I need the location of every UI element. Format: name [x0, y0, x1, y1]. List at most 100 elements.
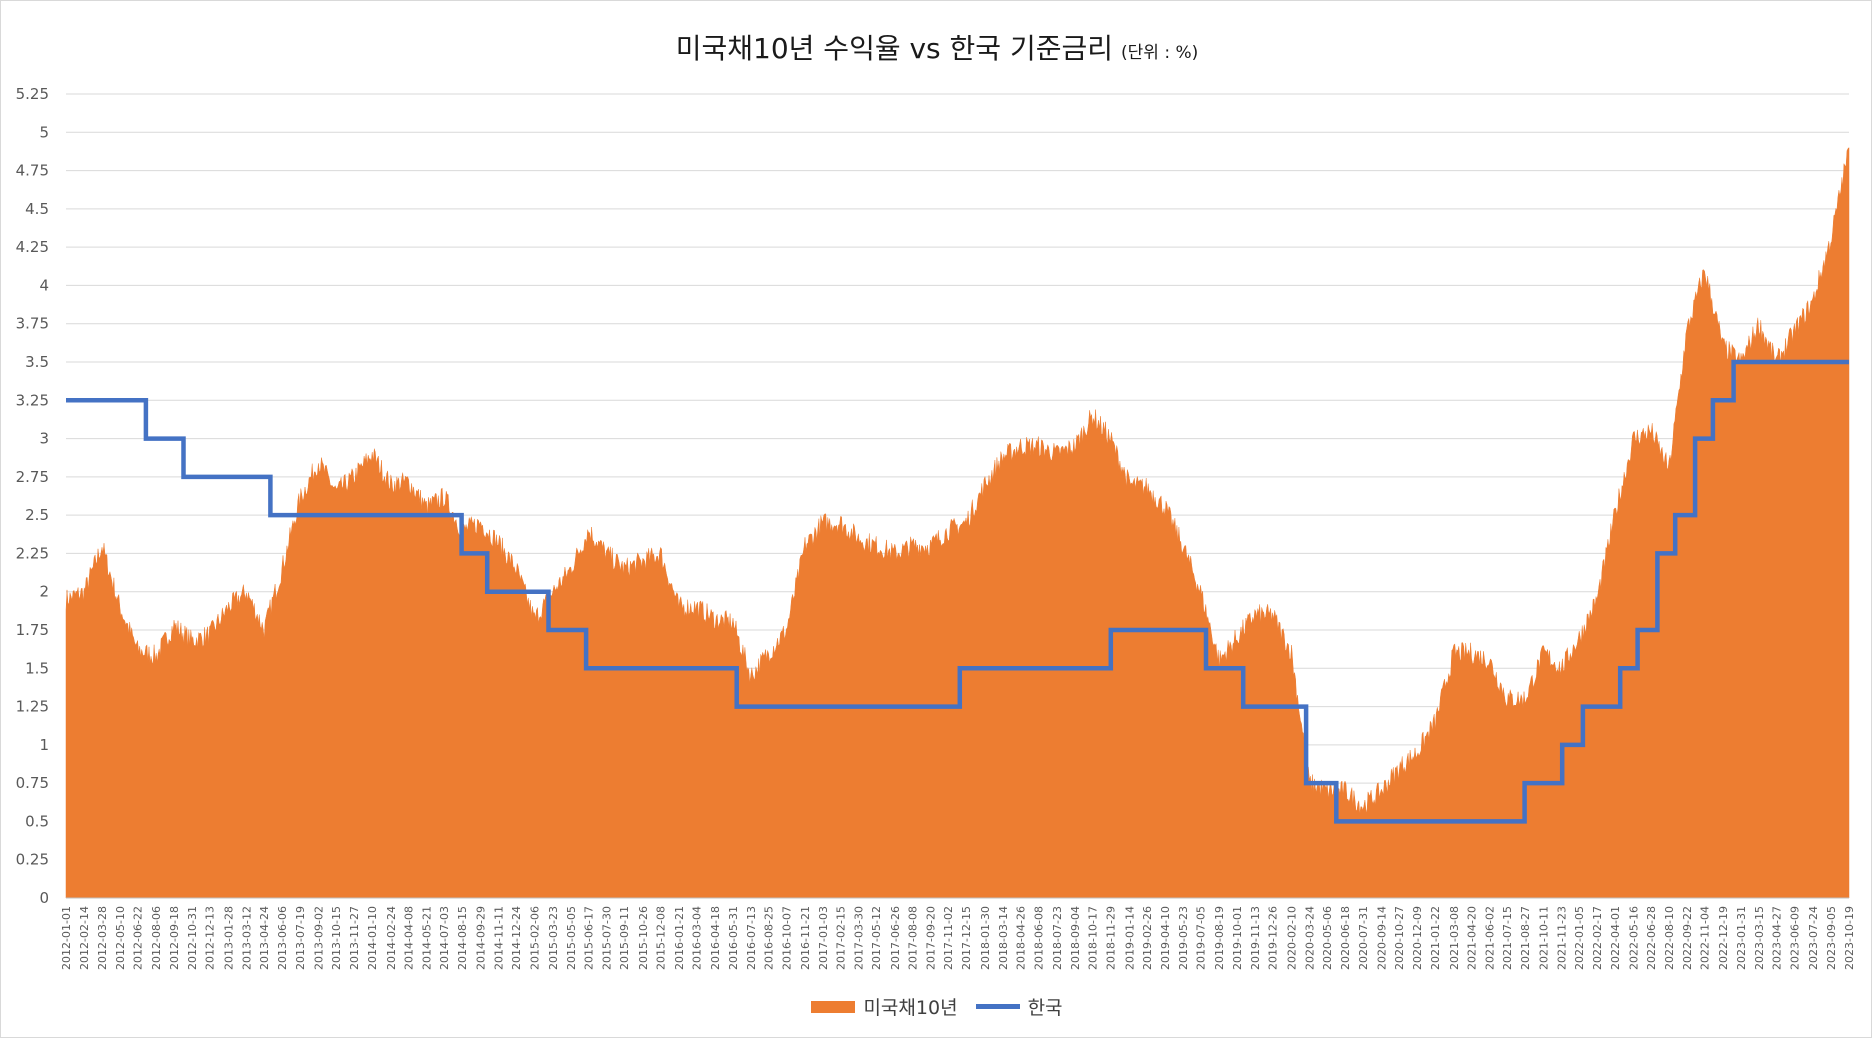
x-tick-label: 2015-12-08 [655, 906, 668, 970]
x-tick-label: 2022-12-19 [1717, 906, 1730, 970]
x-tick-label: 2022-01-05 [1573, 906, 1586, 970]
x-tick-label: 2013-09-02 [312, 906, 325, 970]
y-tick-label: 2 [39, 583, 49, 601]
y-tick-label: 0.25 [16, 851, 49, 869]
x-tick-label: 2022-08-10 [1663, 906, 1676, 970]
x-tick-label: 2014-04-08 [403, 906, 416, 970]
y-tick-label: 2.25 [16, 544, 49, 562]
x-tick-label: 2023-03-15 [1753, 906, 1766, 970]
x-tick-label: 2015-05-05 [565, 906, 578, 970]
x-tick-label: 2018-03-14 [997, 906, 1010, 970]
x-tick-label: 2012-06-22 [132, 906, 145, 970]
x-tick-label: 2012-01-01 [60, 906, 73, 970]
x-tick-label: 2022-02-17 [1591, 906, 1604, 970]
chart-title: 미국채10년 수익율 vs 한국 기준금리 (단위 : %) [1, 27, 1872, 67]
y-tick-label: 4.5 [25, 200, 49, 218]
plot-area: 0 0.25 0.5 0.75 1 1.25 1.5 1.75 2 2.25 2.5 2.75 3 3.2… [16, 85, 1856, 970]
x-tick-label: 2019-05-23 [1177, 906, 1190, 970]
x-tick-label: 2013-11-27 [348, 906, 361, 970]
x-tick-label: 2020-03-24 [1303, 906, 1316, 970]
y-tick-label: 2.75 [16, 468, 49, 486]
x-tick-label: 2023-06-09 [1788, 906, 1801, 970]
x-axis-ticks: 2012-01-01 2012-02-14 2012-03-28 2012-05-10… [60, 906, 1856, 970]
x-tick-label: 2015-10-26 [637, 906, 650, 970]
x-tick-label: 2018-01-30 [979, 906, 992, 970]
x-tick-label: 2014-02-24 [385, 906, 398, 970]
x-tick-label: 2019-02-26 [1141, 906, 1154, 970]
x-tick-label: 2018-06-08 [1032, 906, 1045, 970]
y-tick-label: 2.5 [25, 506, 49, 524]
x-tick-label: 2013-10-15 [330, 906, 343, 970]
x-tick-label: 2017-01-03 [817, 906, 830, 970]
y-tick-label: 3.75 [16, 315, 49, 333]
y-tick-label: 3 [39, 430, 49, 448]
x-tick-label: 2019-10-01 [1231, 906, 1244, 970]
y-tick-label: 1.75 [16, 621, 49, 639]
x-tick-label: 2013-03-12 [240, 906, 253, 970]
x-tick-label: 2012-12-13 [204, 906, 217, 970]
x-tick-label: 2021-11-23 [1555, 906, 1568, 970]
y-tick-label: 3.25 [16, 391, 49, 409]
y-tick-label: 4.75 [16, 162, 49, 180]
x-tick-label: 2014-12-24 [510, 906, 523, 970]
us10y-area-series [65, 147, 1850, 899]
y-tick-label: 1.5 [25, 659, 49, 677]
x-tick-label: 2021-08-27 [1519, 906, 1532, 970]
x-tick-label: 2018-10-17 [1087, 906, 1100, 970]
legend-swatch-korea [975, 1004, 1020, 1009]
us10y-area [65, 147, 1850, 899]
x-tick-label: 2022-06-28 [1645, 906, 1658, 970]
x-tick-label: 2018-11-29 [1104, 906, 1117, 970]
x-tick-label: 2021-07-15 [1501, 906, 1514, 970]
x-tick-label: 2012-02-14 [78, 906, 91, 970]
x-tick-label: 2023-09-05 [1825, 906, 1838, 970]
legend-item-us10y[interactable]: 미국채10년 [811, 993, 958, 1020]
x-tick-label: 2014-11-11 [492, 906, 505, 970]
x-tick-label: 2012-05-10 [114, 906, 127, 970]
y-tick-label: 4 [39, 276, 49, 294]
x-tick-label: 2019-08-19 [1213, 906, 1226, 970]
x-tick-label: 2022-11-04 [1699, 906, 1712, 970]
x-tick-label: 2014-01-10 [366, 906, 379, 970]
x-tick-label: 2021-04-20 [1466, 906, 1479, 970]
x-tick-label: 2015-02-06 [528, 906, 541, 970]
chart-title-main: 미국채10년 수익율 vs 한국 기준금리 [675, 32, 1114, 65]
x-tick-label: 2017-02-15 [835, 906, 848, 970]
x-tick-label: 2012-03-28 [96, 906, 109, 970]
x-tick-label: 2013-01-28 [223, 906, 236, 970]
korea-step-series [66, 359, 1849, 824]
x-tick-label: 2016-04-18 [709, 906, 722, 970]
y-tick-label: 1 [39, 736, 49, 754]
x-tick-label: 2016-07-13 [745, 906, 758, 970]
x-tick-label: 2013-06-06 [276, 906, 289, 970]
x-tick-label: 2023-01-31 [1735, 906, 1748, 970]
x-tick-label: 2020-09-14 [1375, 906, 1388, 970]
x-tick-label: 2021-06-02 [1483, 906, 1496, 970]
x-tick-label: 2013-07-19 [294, 906, 307, 970]
x-tick-label: 2016-11-21 [799, 906, 812, 970]
x-tick-label: 2022-09-22 [1681, 906, 1694, 970]
x-tick-label: 2012-10-31 [186, 906, 199, 970]
x-tick-label: 2012-09-18 [168, 906, 181, 970]
legend: 미국채10년 한국 [1, 993, 1872, 1020]
legend-label-us10y: 미국채10년 [863, 997, 958, 1019]
x-tick-label: 2022-04-01 [1609, 906, 1622, 970]
x-tick-label: 2014-09-29 [475, 906, 488, 970]
x-tick-label: 2017-08-08 [907, 906, 920, 970]
y-tick-label: 0.75 [16, 774, 49, 792]
legend-item-korea[interactable]: 한국 [975, 993, 1063, 1020]
y-tick-label: 5 [39, 123, 49, 141]
y-tick-label: 0.5 [25, 812, 49, 830]
x-tick-label: 2019-07-05 [1195, 906, 1208, 970]
x-tick-label: 2016-03-04 [691, 906, 704, 970]
y-tick-label: 5.25 [16, 85, 49, 103]
x-tick-label: 2019-11-13 [1249, 906, 1262, 970]
x-tick-label: 2020-06-18 [1339, 906, 1352, 970]
x-tick-label: 2020-10-27 [1393, 906, 1406, 970]
x-tick-label: 2020-12-09 [1411, 906, 1424, 970]
x-tick-label: 2017-06-26 [889, 906, 902, 970]
x-tick-label: 2013-04-24 [258, 906, 271, 970]
y-axis-ticks: 0 0.25 0.5 0.75 1 1.25 1.5 1.75 2 2.25 2.5 2.75 3 3.2… [16, 85, 49, 907]
x-tick-label: 2014-05-21 [420, 906, 433, 970]
